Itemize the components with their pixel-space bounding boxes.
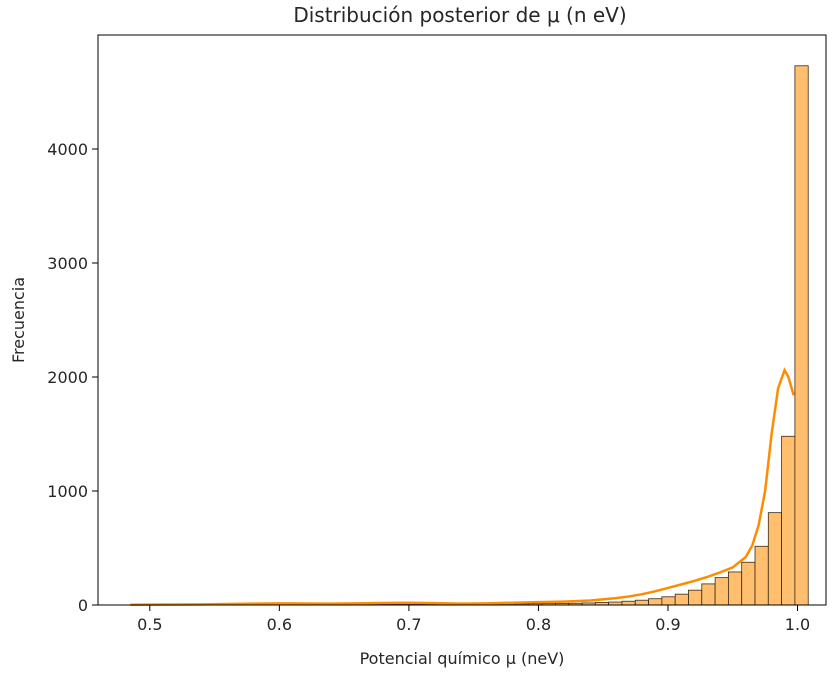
x-axis-ticks: 0.5 0.6 0.7 0.8 0.9 1.0: [137, 605, 810, 634]
y-axis-label: Frecuencia: [9, 277, 28, 363]
plot-frame: [97, 34, 827, 606]
kde-curve: [130, 367, 795, 607]
x-tick-label: 0.9: [655, 615, 680, 634]
histogram-bar: [767, 512, 783, 606]
y-tick-label: 4000: [47, 140, 88, 159]
histogram-bar: [794, 65, 809, 606]
y-tick-label: 3000: [47, 254, 88, 273]
histogram-bar: [621, 600, 636, 606]
x-tick-label: 0.6: [267, 615, 292, 634]
histogram-bar: [714, 577, 729, 606]
histogram-bar: [661, 596, 676, 606]
y-axis-ticks: 0 1000 2000 3000 4000: [47, 140, 98, 615]
histogram-bar: [701, 583, 716, 606]
chart-title: Distribución posterior de μ (n eV): [293, 3, 626, 27]
histogram-bar: [781, 435, 796, 606]
histogram-bar: [754, 545, 769, 606]
y-tick-label: 2000: [47, 368, 88, 387]
histogram-bar: [634, 599, 649, 606]
histogram-bar: [648, 598, 663, 606]
histogram-bar: [688, 589, 703, 606]
y-tick-label: 1000: [47, 482, 88, 501]
x-tick-label: 1.0: [785, 615, 810, 634]
histogram-bar: [727, 571, 743, 606]
y-tick-label: 0: [78, 596, 88, 615]
x-tick-label: 0.8: [526, 615, 551, 634]
histogram-bar: [741, 561, 756, 606]
histogram-bars: [129, 65, 809, 606]
histogram-bar: [674, 593, 689, 606]
x-axis-label: Potencial químico μ (neV): [360, 649, 565, 668]
x-tick-label: 0.5: [137, 615, 162, 634]
x-tick-label: 0.7: [396, 615, 421, 634]
